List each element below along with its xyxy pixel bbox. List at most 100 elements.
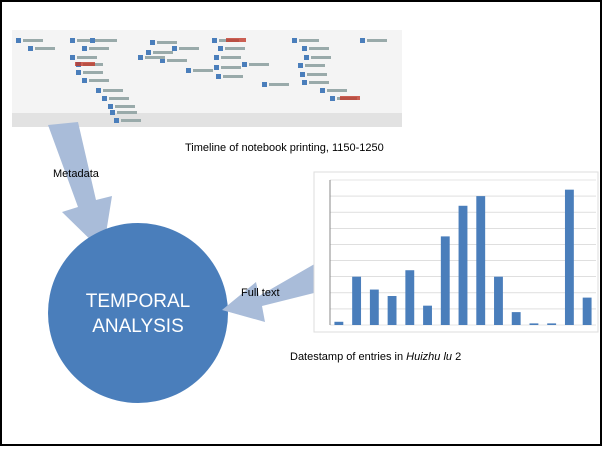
caption-text: Datestamp of entries in — [290, 351, 406, 363]
timeline-icon — [214, 65, 219, 70]
bar — [476, 196, 486, 325]
timeline-icon — [330, 96, 335, 101]
timeline-icon — [70, 38, 75, 43]
timeline-highlight — [75, 62, 95, 66]
timeline-icon — [82, 78, 87, 83]
analysis-circle — [48, 223, 228, 403]
timeline-entry — [223, 75, 243, 78]
bar — [582, 297, 592, 325]
bar — [547, 323, 557, 325]
timeline-icon — [320, 88, 325, 93]
timeline-entry — [311, 56, 331, 59]
bar — [529, 323, 539, 325]
timeline-entry — [225, 47, 245, 50]
timeline-entry — [221, 66, 241, 69]
timeline-entry — [89, 79, 109, 82]
caption-italic: Huizhu lu — [406, 351, 452, 363]
timeline-entry — [249, 63, 269, 66]
timeline-icon — [186, 68, 191, 73]
timeline-entry — [157, 41, 177, 44]
circle-text: TEMPORAL — [86, 291, 191, 312]
timeline-icon — [218, 46, 223, 51]
timeline-entry — [83, 71, 103, 74]
timeline-entry — [305, 64, 325, 67]
bar — [387, 296, 397, 325]
bar — [423, 305, 432, 325]
timeline-bg — [12, 30, 402, 127]
timeline-icon — [102, 96, 107, 101]
timeline-icon — [76, 70, 81, 75]
timeline-entry — [307, 73, 327, 76]
timeline-icon — [110, 110, 115, 115]
caption-text: 2 — [452, 351, 461, 363]
bar — [458, 205, 468, 325]
timeline-icon — [302, 80, 307, 85]
timeline-entry — [89, 47, 109, 50]
timeline-icon — [138, 55, 143, 60]
bar — [405, 270, 415, 325]
timeline-icon — [212, 38, 217, 43]
metadata-arrow — [48, 122, 112, 252]
timeline-entry — [115, 105, 135, 108]
timeline-icon — [216, 74, 221, 79]
timeline-icon — [214, 55, 219, 60]
timeline-entry — [367, 39, 387, 42]
circle-text: ANALYSIS — [92, 316, 184, 337]
bar — [494, 276, 503, 325]
timeline-icon — [96, 88, 101, 93]
timeline-entry — [117, 111, 137, 114]
timeline-icon — [172, 46, 177, 51]
timeline-entry — [167, 59, 187, 62]
timeline-entry — [77, 56, 97, 59]
timeline-icon — [302, 46, 307, 51]
chart-frame — [313, 171, 599, 333]
timeline-icon — [90, 38, 95, 43]
timeline-entry — [35, 47, 55, 50]
timeline-entry — [179, 47, 199, 50]
timeline-icon — [300, 72, 305, 77]
timeline-icon — [298, 63, 303, 68]
timeline-entry — [193, 69, 213, 72]
fulltext-label: Full text — [241, 287, 280, 299]
timeline-icon — [108, 104, 113, 109]
metadata-label: Metadata — [53, 168, 100, 180]
timeline-entry — [145, 56, 165, 59]
timeline-entry — [23, 39, 43, 42]
timeline-icon — [82, 46, 87, 51]
timeline-icon — [360, 38, 365, 43]
timeline-axis — [12, 113, 402, 127]
timeline-entry — [77, 39, 97, 42]
timeline-icon — [150, 40, 155, 45]
timeline-icon — [262, 82, 267, 87]
timeline-icon — [28, 46, 33, 51]
timeline-icon — [114, 118, 119, 123]
timeline-icon — [16, 38, 21, 43]
timeline-caption: Timeline of notebook printing, 1150-1250 — [185, 142, 384, 154]
chart-caption: Datestamp of entries in Huizhu lu 2 — [290, 351, 461, 363]
timeline-entry — [103, 89, 123, 92]
timeline-entry — [221, 56, 241, 59]
bar — [511, 312, 521, 325]
fulltext-arrow — [222, 262, 318, 322]
bar — [564, 189, 574, 325]
timeline-entry — [299, 39, 319, 42]
timeline-icon — [304, 55, 309, 60]
bar — [440, 236, 450, 325]
bar — [352, 276, 362, 325]
bar — [369, 289, 379, 325]
timeline-entry — [309, 81, 329, 84]
timeline-entry — [109, 97, 129, 100]
timeline-highlight — [340, 96, 360, 100]
timeline-entry — [97, 39, 117, 42]
timeline-image — [12, 30, 402, 127]
bar — [334, 321, 344, 325]
timeline-icon — [292, 38, 297, 43]
timeline-entry — [309, 47, 329, 50]
timeline-icon — [70, 55, 75, 60]
timeline-icon — [160, 58, 165, 63]
timeline-entry — [327, 89, 347, 92]
timeline-icon — [242, 62, 247, 67]
timeline-entry — [153, 51, 173, 54]
timeline-icon — [146, 50, 151, 55]
